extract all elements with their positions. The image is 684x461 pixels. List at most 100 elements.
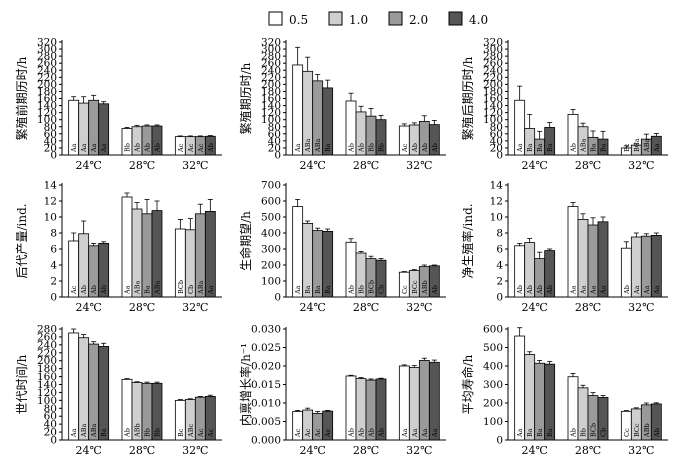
significance-label: Aa — [411, 428, 419, 438]
significance-label: Ac — [177, 143, 185, 153]
y-tick-label: 200 — [37, 355, 57, 367]
y-tick-label: 200 — [37, 79, 57, 91]
significance-label: Ac — [401, 143, 409, 153]
y-tick-label: 80 — [268, 121, 281, 133]
y-tick-label: 6 — [50, 244, 57, 256]
x-tick-label: 32℃ — [406, 444, 432, 457]
y-tick-label: 160 — [483, 93, 503, 105]
chart-panel-3: 0204060801001201401601802002202402602803… — [460, 37, 668, 172]
significance-label: Ab — [134, 143, 142, 153]
y-tick-label: 180 — [483, 86, 503, 98]
chart-panel-1: 0204060801001201401601802002202402602803… — [14, 37, 222, 172]
x-tick-label: 28℃ — [353, 444, 379, 457]
bar — [567, 206, 579, 298]
significance-label: ABa — [80, 424, 88, 438]
y-tick-label: 100 — [483, 114, 503, 126]
significance-label: Aa — [70, 428, 78, 438]
significance-label: Bb — [144, 428, 152, 437]
significance-label: Aa — [516, 143, 524, 153]
y-tick-label: 20 — [44, 142, 57, 154]
y-tick-label: 200 — [483, 79, 503, 91]
y-axis-label: 繁殖期历时/h — [238, 62, 253, 134]
y-tick-label: 600 — [483, 324, 503, 336]
significance-label: Ba — [600, 143, 608, 152]
significance-label: Aa — [431, 428, 439, 438]
bar — [68, 332, 80, 441]
significance-label: Ba — [590, 143, 598, 152]
y-axis-label: 净生殖率/ind. — [460, 203, 475, 278]
significance-label: Ba — [546, 143, 554, 152]
significance-label: Ab — [348, 285, 356, 295]
y-tick-label: 400 — [483, 361, 503, 373]
x-tick-label: 24℃ — [76, 159, 102, 172]
significance-label: Bb — [378, 143, 386, 152]
significance-label: Cc — [401, 285, 409, 294]
significance-label: Aa — [80, 143, 88, 153]
significance-label: Ab — [124, 428, 132, 438]
y-tick-label: 0 — [274, 150, 281, 162]
significance-label: Ba — [314, 285, 322, 294]
x-tick-label: 28℃ — [353, 159, 379, 172]
legend-swatch — [448, 11, 463, 26]
y-tick-label: 0.015 — [251, 379, 281, 391]
y-tick-label: 0.000 — [251, 435, 281, 447]
y-tick-label: 0 — [496, 435, 503, 447]
significance-label: Aa — [633, 285, 641, 295]
significance-label: Ba — [144, 285, 152, 294]
significance-label: ABa — [314, 139, 322, 153]
y-tick-label: 100 — [483, 416, 503, 428]
significance-label: Ac — [197, 428, 205, 438]
significance-label: Ab — [570, 428, 578, 438]
y-tick-label: 500 — [483, 342, 503, 354]
significance-label: Ba — [536, 143, 544, 152]
y-tick-label: 320 — [261, 37, 281, 49]
y-tick-label: 260 — [37, 331, 57, 343]
significance-label: ABa — [580, 139, 588, 153]
significance-label: Bb — [368, 143, 376, 152]
significance-label: Ab — [207, 143, 215, 153]
significance-label: ABa — [197, 281, 205, 295]
y-tick-label: 220 — [37, 347, 57, 359]
y-tick-label: 140 — [261, 100, 281, 112]
x-tick-label: 24℃ — [76, 444, 102, 457]
significance-label: Aa — [570, 285, 578, 295]
y-tick-label: 8 — [496, 228, 503, 240]
x-tick-label: 24℃ — [76, 301, 102, 314]
significance-label: Ba — [526, 428, 534, 437]
significance-label: Aa — [643, 285, 651, 295]
x-tick-label: 32℃ — [182, 301, 208, 314]
significance-label: BCa — [633, 138, 641, 152]
significance-label: Ab — [154, 143, 162, 153]
significance-label: Ab — [516, 285, 524, 295]
significance-label: Aa — [590, 285, 598, 295]
significance-label: Ab — [144, 143, 152, 153]
y-tick-label: 6 — [496, 244, 503, 256]
y-tick-label: 260 — [261, 58, 281, 70]
significance-label: Ac — [294, 428, 302, 438]
significance-label: Ba — [100, 428, 108, 437]
legend-swatch — [388, 11, 403, 26]
y-tick-label: 220 — [37, 72, 57, 84]
y-tick-label: 0 — [50, 150, 57, 162]
y-tick-label: 280 — [483, 51, 503, 63]
y-tick-label: 300 — [261, 244, 281, 256]
significance-label: Ac — [304, 428, 312, 438]
significance-label: Ab — [653, 428, 661, 438]
significance-label: Ab — [378, 428, 386, 438]
x-tick-label: 32℃ — [628, 444, 654, 457]
significance-label: Ab — [526, 285, 534, 295]
y-axis-label: 内禀增长率/h⁻¹ — [238, 343, 253, 426]
y-tick-label: 100 — [261, 114, 281, 126]
significance-label: ABb — [134, 423, 142, 438]
y-tick-label: 60 — [44, 128, 57, 140]
y-tick-label: 80 — [490, 121, 503, 133]
significance-label: Ab — [411, 143, 419, 153]
significance-label: Bb — [124, 143, 132, 152]
legend-svg: 0.5 1.0 2.0 4.0 — [268, 11, 488, 27]
significance-label: Bc — [177, 428, 185, 437]
y-tick-label: 280 — [261, 51, 281, 63]
legend-label: 0.5 — [289, 13, 308, 27]
significance-label: ABa — [643, 139, 651, 153]
